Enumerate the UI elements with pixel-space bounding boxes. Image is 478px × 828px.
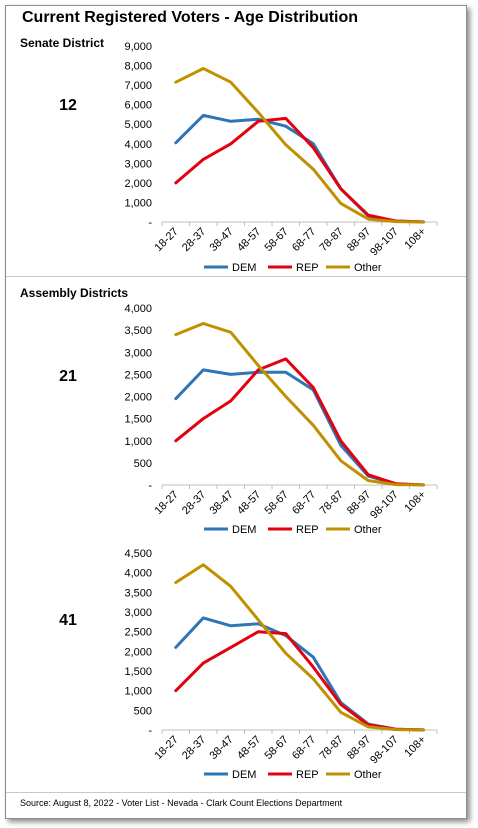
series-line-other <box>174 67 425 224</box>
legend-label-dem: DEM <box>232 524 256 536</box>
y-tick-label: 1,500 <box>124 666 152 678</box>
y-tick-label: 3,500 <box>124 325 152 337</box>
x-tick-label: 78-87 <box>317 734 345 762</box>
y-tick-label: 2,500 <box>124 369 152 381</box>
series-line-other <box>174 563 425 732</box>
y-tick-label: 4,000 <box>124 139 152 151</box>
y-tick-label: 3,500 <box>124 587 152 599</box>
y-tick-label: 1,000 <box>124 686 152 698</box>
x-tick-label: 38-47 <box>207 734 235 762</box>
footer-divider <box>6 792 466 793</box>
y-tick-label: 2,500 <box>124 627 152 639</box>
y-tick-label: - <box>148 725 152 737</box>
y-tick-label: 8,000 <box>124 61 152 73</box>
y-tick-label: 4,000 <box>124 568 152 580</box>
x-tick-label: 48-57 <box>235 734 263 762</box>
y-tick-label: 500 <box>134 458 152 470</box>
legend-label-rep: REP <box>296 524 319 536</box>
series-line-rep <box>174 357 425 487</box>
x-tick-label: 18-27 <box>152 734 180 762</box>
y-tick-label: 9,000 <box>124 41 152 53</box>
y-tick-label: 7,000 <box>124 80 152 92</box>
x-tick-label: 58-67 <box>262 734 290 762</box>
assembly-district-number-1: 21 <box>59 368 77 385</box>
y-tick-label: 2,000 <box>124 178 152 190</box>
y-tick-label: 6,000 <box>124 100 152 112</box>
y-tick-label: - <box>148 480 152 492</box>
senate-section-label: Senate District <box>20 36 105 50</box>
assembly-district-number-2: 41 <box>59 612 77 629</box>
y-tick-label: 2,000 <box>124 646 152 658</box>
y-tick-label: 1,000 <box>124 436 152 448</box>
y-tick-label: 5,000 <box>124 119 152 131</box>
series-line-other <box>174 322 425 487</box>
x-tick-label: 68-77 <box>290 734 318 762</box>
legend-label-rep: REP <box>296 769 319 781</box>
senate-district-number: 12 <box>59 97 77 114</box>
y-tick-label: 4,500 <box>124 548 152 560</box>
y-tick-label: 3,000 <box>124 347 152 359</box>
y-tick-label: 4,000 <box>124 303 152 315</box>
y-tick-label: 3,000 <box>124 158 152 170</box>
source-note: Source: August 8, 2022 - Voter List - Ne… <box>20 798 343 808</box>
y-tick-label: 3,000 <box>124 607 152 619</box>
y-tick-label: 1,500 <box>124 414 152 426</box>
legend-label-other: Other <box>354 262 382 274</box>
x-tick-label: 28-37 <box>180 734 208 762</box>
page-title: Current Registered Voters - Age Distribu… <box>22 9 359 26</box>
legend-label-other: Other <box>354 524 382 536</box>
assembly-section-label: Assembly Districts <box>20 286 129 300</box>
section-divider <box>6 276 466 277</box>
series-line-rep <box>174 116 425 224</box>
legend-label-dem: DEM <box>232 262 256 274</box>
legend-label-other: Other <box>354 769 382 781</box>
legend-label-dem: DEM <box>232 769 256 781</box>
x-tick-label: 98-107 <box>368 734 401 767</box>
series-line-dem <box>174 616 425 732</box>
y-tick-label: 500 <box>134 705 152 717</box>
y-tick-label: 2,000 <box>124 392 152 404</box>
legend-label-rep: REP <box>296 262 319 274</box>
y-tick-label: - <box>148 217 152 229</box>
x-tick-label: 108+ <box>402 734 428 760</box>
y-tick-label: 1,000 <box>124 197 152 209</box>
